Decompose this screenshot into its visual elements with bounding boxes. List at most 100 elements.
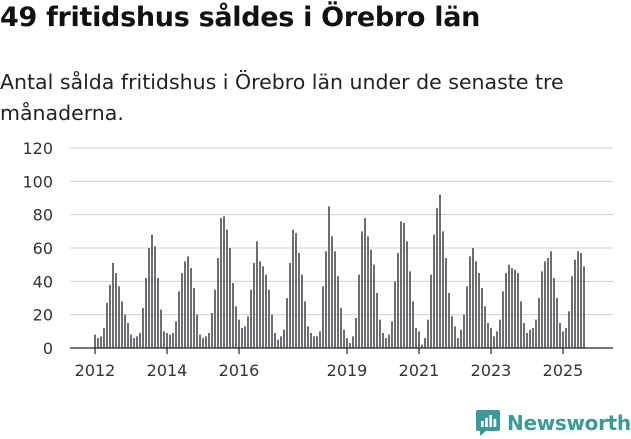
bar [454, 326, 456, 348]
bar [133, 338, 135, 348]
bar-series [94, 194, 585, 348]
bar [115, 273, 117, 348]
bar [277, 339, 279, 348]
bar [511, 268, 513, 348]
bar [394, 281, 396, 348]
bar [319, 331, 321, 348]
bar [250, 289, 252, 348]
bar [244, 326, 246, 348]
bar [382, 333, 384, 348]
bar [148, 248, 150, 348]
bar [466, 286, 468, 348]
bar [310, 333, 312, 348]
x-tick-label-2019: 2019 [327, 361, 368, 380]
bar [301, 274, 303, 348]
bar [247, 316, 249, 348]
y-tick-label-40: 40 [33, 272, 53, 291]
bar [331, 236, 333, 348]
newsworthy-brand: Newsworthy [475, 408, 631, 438]
highlight-data-label: 49 [578, 130, 598, 134]
bar [238, 319, 240, 348]
bar [259, 261, 261, 348]
bar [262, 266, 264, 348]
bar [343, 329, 345, 348]
bar [229, 248, 231, 348]
bar [367, 236, 369, 348]
bar [289, 263, 291, 348]
bar [193, 288, 195, 348]
bar [265, 274, 267, 348]
y-tick-label-100: 100 [22, 172, 53, 191]
bar [376, 293, 378, 348]
bar [235, 306, 237, 348]
x-tick-label-2016: 2016 [219, 361, 260, 380]
bar [490, 328, 492, 348]
bar [352, 336, 354, 348]
y-tick-label-80: 80 [33, 206, 53, 225]
bar [256, 241, 258, 348]
bar [538, 298, 540, 348]
bar [580, 253, 582, 348]
bar [118, 286, 120, 348]
bar [544, 261, 546, 348]
bar [460, 329, 462, 348]
bar [217, 258, 219, 348]
bar [166, 333, 168, 348]
bar [295, 233, 297, 348]
bar [232, 283, 234, 348]
bar [328, 206, 330, 348]
bar [175, 321, 177, 348]
bar [496, 331, 498, 348]
bar [154, 246, 156, 348]
bar [163, 331, 165, 348]
bar [574, 259, 576, 348]
bar [451, 316, 453, 348]
newsworthy-logo-icon [476, 410, 500, 436]
bar-chart: 0 20 40 60 80 100 120 2012 2014 2016 2019 2021 2023 2… [22, 130, 613, 380]
bar [307, 326, 309, 348]
bar [226, 229, 228, 348]
bar [205, 336, 207, 348]
bar [463, 314, 465, 348]
bar [241, 328, 243, 348]
chart-subtitle: Antal sålda fritidshus i Örebro län unde… [0, 70, 564, 125]
bar [178, 291, 180, 348]
bar [199, 334, 201, 348]
y-tick-label-120: 120 [22, 139, 53, 158]
bar [370, 249, 372, 348]
bar [190, 268, 192, 348]
bar [547, 258, 549, 348]
bar [406, 241, 408, 348]
bar [448, 293, 450, 348]
bar [523, 323, 525, 348]
bar [100, 336, 102, 348]
bar [340, 308, 342, 348]
bar [571, 276, 573, 348]
bar [487, 323, 489, 348]
bar [103, 328, 105, 348]
bar [322, 286, 324, 348]
bar [184, 261, 186, 348]
bar [112, 263, 114, 348]
bar [529, 329, 531, 348]
bar [124, 314, 126, 348]
bar [412, 301, 414, 348]
bar [364, 218, 366, 348]
bar [187, 256, 189, 348]
bar [565, 328, 567, 348]
bar [568, 311, 570, 348]
axes: 0 20 40 60 80 100 120 2012 2014 2016 2019 2021 2023 2… [22, 139, 613, 380]
bar [397, 253, 399, 348]
bar [577, 251, 579, 348]
bar [385, 338, 387, 348]
bar [253, 263, 255, 348]
bar [94, 334, 96, 348]
bar [130, 334, 132, 348]
bar [202, 338, 204, 348]
bar [196, 314, 198, 348]
bar [442, 231, 444, 348]
bar [469, 256, 471, 348]
bar [304, 301, 306, 348]
bar [526, 333, 528, 348]
bar [145, 278, 147, 348]
